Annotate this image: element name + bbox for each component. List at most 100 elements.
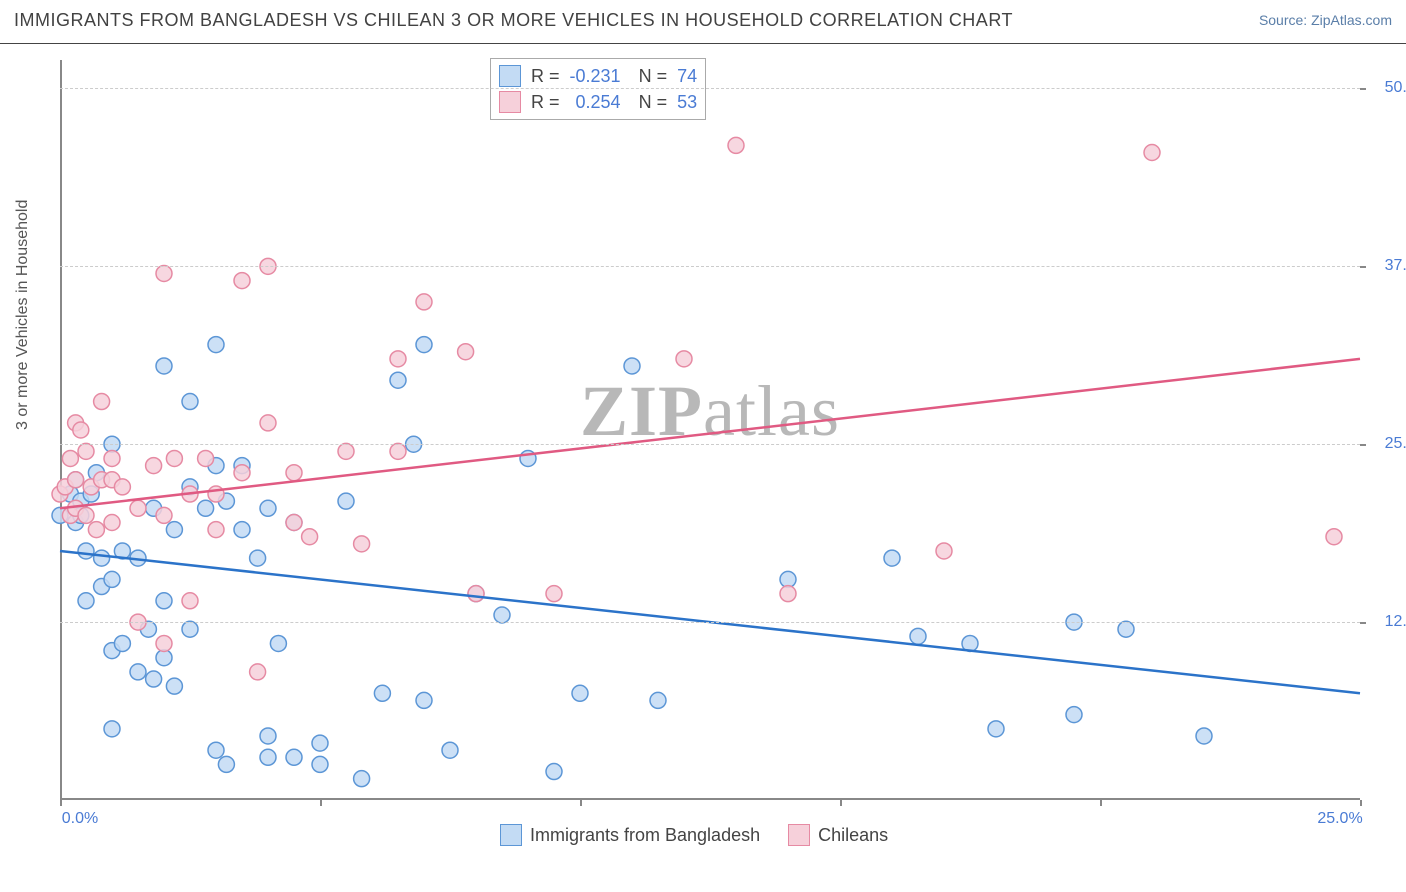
y-tick-mark <box>1360 266 1366 268</box>
data-point <box>78 593 94 609</box>
data-point <box>250 550 266 566</box>
data-point <box>416 294 432 310</box>
data-point <box>198 450 214 466</box>
data-point <box>104 515 120 531</box>
chart-title: IMMIGRANTS FROM BANGLADESH VS CHILEAN 3 … <box>14 10 1013 30</box>
x-tick-mark <box>1360 800 1362 806</box>
data-point <box>114 635 130 651</box>
data-point <box>390 351 406 367</box>
y-tick-label: 12.5% <box>1370 613 1406 631</box>
data-point <box>260 749 276 765</box>
data-point <box>494 607 510 623</box>
data-point <box>88 522 104 538</box>
legend-r-value-2: 0.254 <box>576 92 621 113</box>
data-point <box>416 692 432 708</box>
data-point <box>390 443 406 459</box>
data-point <box>1118 621 1134 637</box>
data-point <box>130 664 146 680</box>
chart-plot-area: ZIPatlas R = -0.231 N = 74 R = 0.254 N =… <box>60 60 1360 800</box>
data-point <box>1066 707 1082 723</box>
data-point <box>728 137 744 153</box>
series-legend: Immigrants from Bangladesh Chileans <box>500 824 888 846</box>
data-point <box>156 507 172 523</box>
data-point <box>884 550 900 566</box>
data-point <box>374 685 390 701</box>
swatch-series2 <box>499 91 521 113</box>
data-point <box>234 522 250 538</box>
y-tick-mark <box>1360 444 1366 446</box>
data-point <box>988 721 1004 737</box>
gridline <box>60 444 1360 445</box>
data-point <box>146 671 162 687</box>
data-point <box>780 586 796 602</box>
gridline <box>60 622 1360 623</box>
y-tick-mark <box>1360 622 1366 624</box>
x-tick-mark <box>320 800 322 806</box>
data-point <box>68 472 84 488</box>
data-point <box>104 450 120 466</box>
legend-item-2: Chileans <box>788 824 888 846</box>
data-point <box>208 742 224 758</box>
legend-n-value-1: 74 <box>677 66 697 87</box>
data-point <box>182 621 198 637</box>
x-tick-mark <box>580 800 582 806</box>
data-point <box>114 479 130 495</box>
legend-label-2: Chileans <box>818 825 888 846</box>
data-point <box>260 415 276 431</box>
gridline <box>60 88 1360 89</box>
legend-label-1: Immigrants from Bangladesh <box>530 825 760 846</box>
y-tick-label: 37.5% <box>1370 257 1406 275</box>
data-point <box>156 635 172 651</box>
data-point <box>312 735 328 751</box>
chart-header: IMMIGRANTS FROM BANGLADESH VS CHILEAN 3 … <box>0 0 1406 44</box>
data-point <box>260 728 276 744</box>
data-point <box>286 749 302 765</box>
data-point <box>338 443 354 459</box>
legend-r-value-1: -0.231 <box>570 66 621 87</box>
gridline <box>60 266 1360 267</box>
x-tick-mark <box>840 800 842 806</box>
data-point <box>624 358 640 374</box>
data-point <box>146 458 162 474</box>
data-point <box>166 522 182 538</box>
y-tick-mark <box>1360 88 1366 90</box>
legend-n-value-2: 53 <box>677 92 697 113</box>
data-point <box>286 465 302 481</box>
data-point <box>218 756 234 772</box>
swatch-series1 <box>499 65 521 87</box>
data-point <box>104 571 120 587</box>
data-point <box>78 507 94 523</box>
data-point <box>354 771 370 787</box>
data-point <box>94 394 110 410</box>
data-point <box>260 500 276 516</box>
data-point <box>312 756 328 772</box>
data-point <box>1144 145 1160 161</box>
y-axis-title: 3 or more Vehicles in Household <box>14 200 32 430</box>
legend-r-label: R = <box>531 66 560 87</box>
data-point <box>208 337 224 353</box>
swatch-bottom-2 <box>788 824 810 846</box>
legend-row-series1: R = -0.231 N = 74 <box>499 63 697 89</box>
x-tick-label: 25.0% <box>1317 810 1362 828</box>
data-point <box>1326 529 1342 545</box>
data-point <box>166 678 182 694</box>
legend-n-label: N = <box>639 92 668 113</box>
data-point <box>338 493 354 509</box>
swatch-bottom-1 <box>500 824 522 846</box>
data-point <box>546 586 562 602</box>
data-point <box>130 500 146 516</box>
data-point <box>676 351 692 367</box>
data-point <box>182 394 198 410</box>
source-attribution: Source: ZipAtlas.com <box>1259 12 1392 28</box>
data-point <box>234 465 250 481</box>
data-point <box>250 664 266 680</box>
data-point <box>156 358 172 374</box>
data-point <box>270 635 286 651</box>
data-point <box>73 422 89 438</box>
legend-n-label: N = <box>639 66 668 87</box>
data-point <box>182 593 198 609</box>
data-point <box>1196 728 1212 744</box>
x-tick-mark <box>60 800 62 806</box>
x-tick-label: 0.0% <box>62 810 98 828</box>
data-point <box>156 593 172 609</box>
